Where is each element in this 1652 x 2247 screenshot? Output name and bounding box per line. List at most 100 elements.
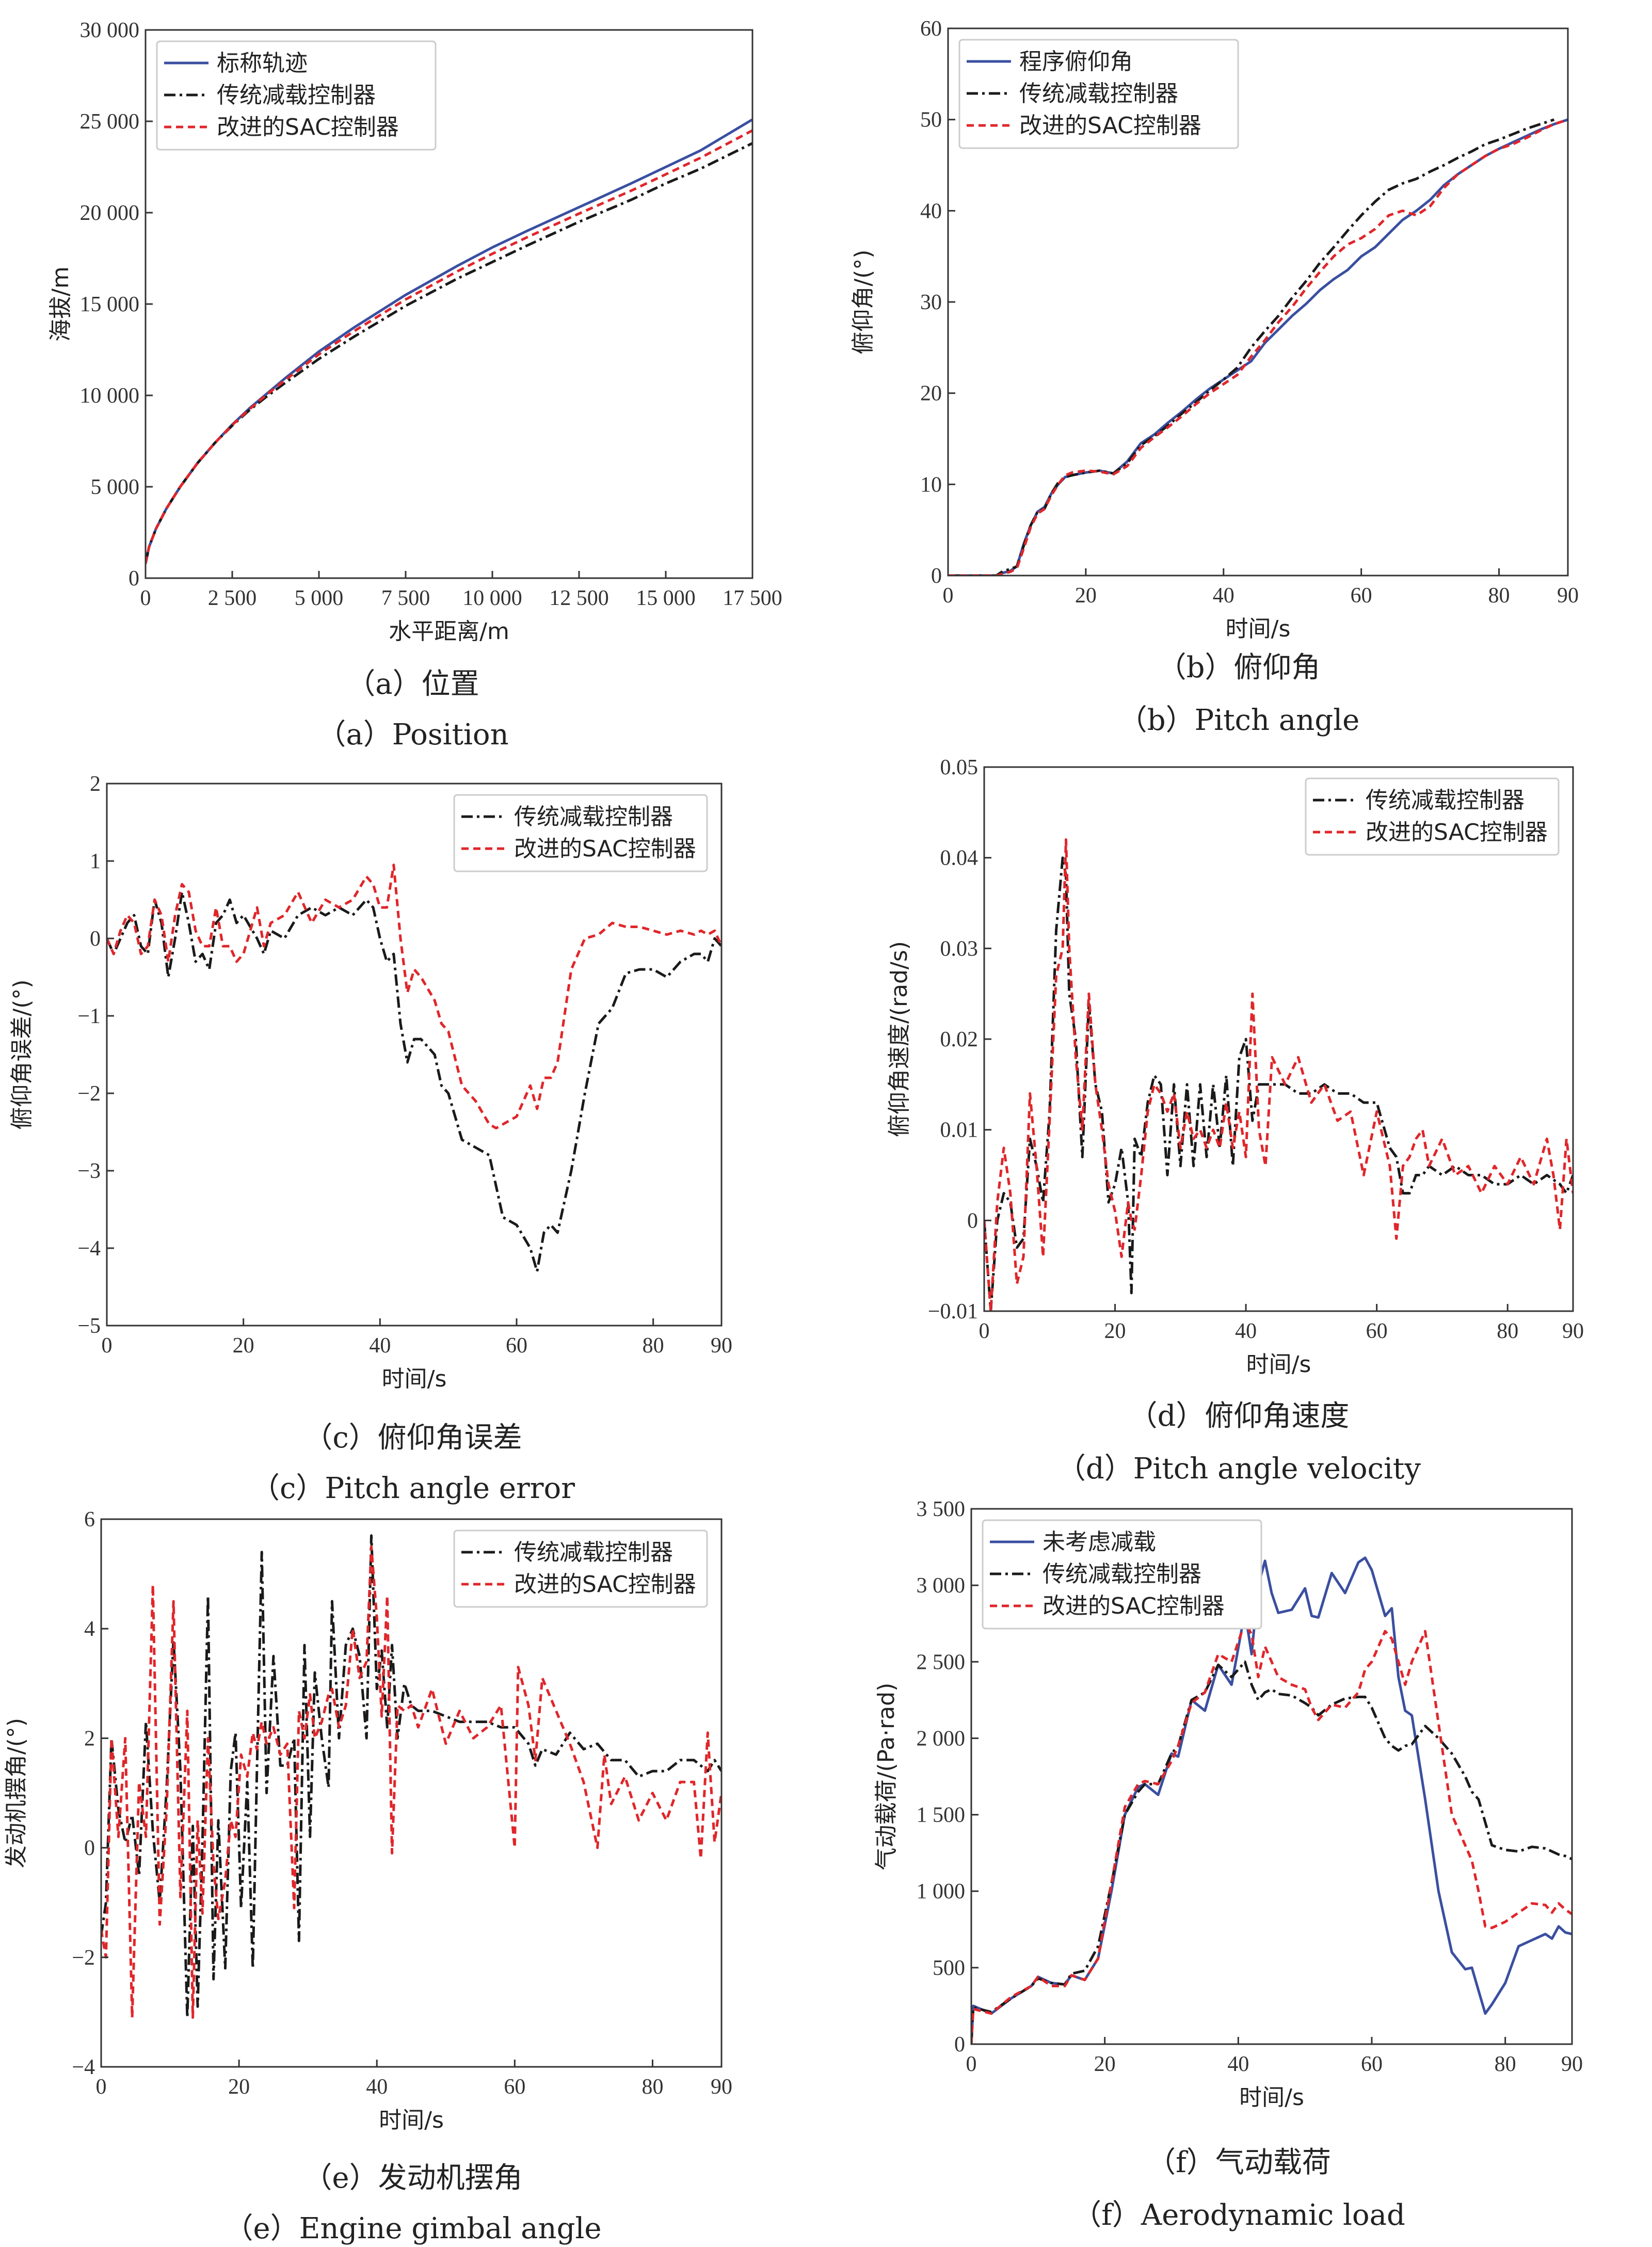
x-tick-label: 2 500 (208, 586, 257, 610)
x-tick-label: 40 (369, 1334, 391, 1358)
y-tick-label: 30 (920, 291, 942, 314)
caption-f-cn: （f）气动载荷 (1147, 2146, 1331, 2179)
y-tick-label: 0.02 (940, 1028, 979, 1051)
x-tick-label: 90 (711, 1334, 732, 1358)
series-line-red (101, 1545, 721, 2019)
y-tick-label: 0.04 (940, 847, 979, 870)
series-line-red (146, 129, 752, 564)
chart-d: 0 20 40 60 80 90−0.0100.010.020.030.040.05时间/… (886, 756, 1584, 1378)
series-line-black (107, 890, 721, 1273)
x-tick-label: 60 (1351, 584, 1372, 608)
x-tick-label: 80 (643, 1334, 664, 1358)
y-axis-label: 海拔/m (47, 266, 74, 342)
chart-e: 0 20 40 60 80 90 −4 −2 0 2 4 6 时间/s 发动机摆角/(°) 传统减载控制器改… (3, 1508, 732, 2133)
x-tick-label: 40 (1227, 2052, 1249, 2076)
legend-label: 传统减载控制器 (1366, 787, 1525, 814)
plot-area (146, 118, 752, 564)
y-tick-label: 3 000 (917, 1574, 966, 1598)
series-line-black (146, 142, 752, 564)
x-tick-label: 40 (366, 2075, 388, 2099)
x-tick-label: 60 (1361, 2052, 1383, 2076)
y-tick-label: 6 (84, 1508, 95, 1532)
legend-label: 传统减载控制器 (514, 1539, 673, 1566)
plot-frame (106, 783, 723, 1327)
x-axis-label: 时间/s (1246, 1351, 1311, 1378)
x-tick-label: 80 (1495, 2052, 1516, 2076)
y-tick-label: 0 (129, 567, 139, 591)
caption-b-cn: （b）俯仰角 (1157, 651, 1321, 684)
legend-label: 传统减载控制器 (514, 804, 673, 830)
y-tick-label: 0 (931, 564, 942, 588)
series-line-red (107, 864, 721, 1129)
x-tick-label: 80 (641, 2075, 663, 2099)
y-axis-label: 气动载荷/(Pa·rad) (873, 1683, 900, 1871)
x-tick-label: 20 (1104, 1319, 1126, 1343)
x-tick-label: 20 (228, 2075, 250, 2099)
series-line-blue (971, 1556, 1572, 2044)
x-axis-label: 水平距离/m (389, 618, 509, 645)
plot-area (984, 838, 1573, 1311)
y-tick-label: 50 (920, 108, 942, 132)
caption-f-en: （f）Aerodynamic load (1072, 2198, 1405, 2232)
plot-area (971, 1556, 1572, 2044)
x-tick-label: 5 000 (295, 586, 344, 610)
y-axis-label: 俯仰角/(°) (850, 249, 876, 354)
series-line-black (948, 118, 1555, 576)
x-tick-label: 0 (943, 584, 954, 608)
y-tick-label: −4 (72, 2055, 95, 2079)
y-tick-label: −3 (77, 1159, 101, 1183)
x-tick-label: 60 (506, 1334, 527, 1358)
y-tick-label: 0 (954, 2033, 965, 2057)
x-tick-label: 80 (1488, 584, 1510, 608)
x-tick-label: 0 (979, 1319, 990, 1343)
y-tick-label: 2 000 (917, 1727, 966, 1750)
y-tick-label: 30 000 (80, 19, 140, 42)
x-axis-label: 时间/s (1239, 2084, 1304, 2111)
y-tick-label: −0.01 (928, 1300, 978, 1324)
y-axis-label: 俯仰角误差/(°) (9, 979, 35, 1129)
x-tick-label: 90 (711, 2075, 732, 2099)
x-tick-label: 15 000 (636, 586, 696, 610)
legend-label: 改进的SAC控制器 (217, 114, 399, 140)
legend-box (453, 1529, 708, 1608)
series-line-black (971, 1660, 1572, 2044)
y-tick-label: 10 000 (80, 384, 140, 408)
x-tick-label: 20 (1094, 2052, 1116, 2076)
chart-f: 0 20 40 60 80 90 0 500 1 000 1 500 2 000 2 500 3 000… (873, 1497, 1583, 2111)
caption-a-cn: （a）位置 (346, 667, 479, 701)
x-tick-label: 90 (1561, 2052, 1583, 2076)
y-tick-label: −2 (72, 1946, 95, 1970)
x-tick-label: 20 (233, 1334, 254, 1358)
y-axis-label: 俯仰角速度/(rad/s) (886, 941, 912, 1137)
x-tick-label: 40 (1235, 1319, 1257, 1343)
x-tick-label: 90 (1562, 1319, 1584, 1343)
plot-area (107, 864, 721, 1273)
legend-box (156, 40, 437, 151)
y-tick-label: 0 (90, 927, 101, 951)
caption-b-en: （b）Pitch angle (1118, 704, 1360, 737)
legend-label: 改进的SAC控制器 (514, 836, 696, 862)
y-tick-label: 3 500 (917, 1497, 966, 1521)
plot-area (948, 118, 1568, 576)
x-tick-label: 12 500 (549, 586, 609, 610)
caption-d-en: （d）Pitch angle velocity (1056, 1452, 1421, 1486)
legend-box (1305, 777, 1560, 856)
x-axis-label: 时间/s (1226, 616, 1291, 642)
x-axis-label: 时间/s (379, 2107, 444, 2133)
caption-c-cn: （c）俯仰角误差 (303, 1421, 522, 1455)
y-tick-label: 2 (90, 772, 101, 796)
legend-label: 标称轨迹 (217, 50, 308, 76)
y-tick-label: −5 (77, 1314, 101, 1338)
x-tick-label: 10 000 (462, 586, 522, 610)
legend-box (958, 39, 1239, 149)
x-tick-label: 20 (1075, 584, 1097, 608)
chart-a: 0 2 500 5 000 7 500 10 000 12 500 15 000 17 500… (47, 19, 782, 645)
y-tick-label: 2 (84, 1727, 95, 1750)
caption-d-cn: （d）俯仰角速度 (1128, 1399, 1350, 1433)
legend-label: 传统减载控制器 (1042, 1561, 1201, 1587)
y-tick-label: −4 (77, 1237, 101, 1261)
panel-e: 0 20 40 60 80 90 −4 −2 0 2 4 6 时间/s 发动机摆角/(°) 传统减载控制器改… (0, 1487, 826, 2245)
y-tick-label: 60 (920, 17, 942, 41)
